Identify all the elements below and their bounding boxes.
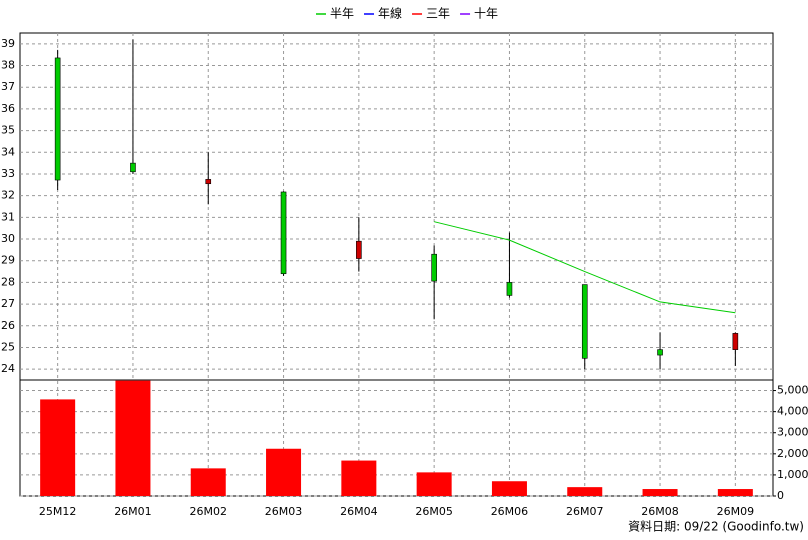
- ma-line: [434, 221, 736, 314]
- y2-tick-label: 0: [777, 489, 784, 502]
- volume-bar: [416, 472, 452, 496]
- y-tick-label: 35: [1, 124, 15, 137]
- y-tick-label: 37: [1, 80, 15, 93]
- y-tick-label: 31: [1, 210, 15, 223]
- candle-body: [280, 191, 287, 275]
- y-tick-label: 24: [1, 362, 15, 375]
- x-tick-label: 26M07: [566, 505, 604, 518]
- candle-body: [506, 282, 513, 296]
- legend-label: 半年: [330, 7, 354, 21]
- x-tick-label: 26M01: [114, 505, 152, 518]
- x-tick-label: 26M05: [415, 505, 453, 518]
- candle-body: [431, 253, 437, 282]
- volume-bar: [115, 380, 151, 496]
- volume-bar: [567, 487, 603, 496]
- x-tick-label: 26M08: [641, 505, 679, 518]
- y2-tick-label: 2,000: [777, 447, 808, 460]
- legend-label: 年線: [378, 6, 402, 21]
- y-tick-label: 38: [1, 59, 15, 72]
- y-tick-label: 32: [1, 189, 15, 202]
- volume-bar: [341, 460, 377, 496]
- candle-body: [130, 162, 136, 173]
- y-tick-label: 27: [1, 297, 15, 310]
- candle-body: [732, 333, 739, 350]
- candle-body: [54, 57, 61, 181]
- y-tick-label: 30: [1, 232, 15, 245]
- y2-tick-label: 3,000: [777, 426, 808, 439]
- y-tick-label: 39: [1, 37, 15, 50]
- y2-tick-label: 4,000: [777, 405, 808, 418]
- y-tick-label: 33: [1, 167, 15, 180]
- x-tick-label: 26M02: [190, 505, 228, 518]
- volume-bar: [190, 468, 226, 496]
- volume-frame: [19, 379, 774, 497]
- y-tick-label: 28: [1, 275, 15, 288]
- volume-bar: [642, 489, 678, 496]
- x-tick-label: 26M09: [717, 505, 755, 518]
- legend-label: 十年: [474, 7, 498, 21]
- x-tick-label: 26M04: [340, 505, 378, 518]
- candle-body: [657, 349, 663, 356]
- legend-label: 三年: [426, 7, 450, 21]
- footer: 資料日期: 09/22 (Goodinfo.tw): [628, 520, 804, 534]
- y-tick-label: 34: [1, 145, 15, 158]
- candle-body: [356, 240, 362, 259]
- x-tick-label: 25M12: [39, 505, 77, 518]
- y2-tick-label: 1,000: [777, 468, 808, 481]
- y-tick-label: 29: [1, 254, 15, 267]
- volume-bar: [717, 489, 753, 496]
- y-tick-label: 26: [1, 319, 15, 332]
- volume-bar: [266, 448, 302, 496]
- x-tick-label: 26M03: [265, 505, 303, 518]
- y-tick-label: 36: [1, 102, 15, 115]
- y2-tick-label: 5,000: [777, 384, 808, 397]
- candle-body: [205, 179, 212, 185]
- y-tick-label: 25: [1, 340, 15, 353]
- volume-bar: [40, 399, 76, 496]
- volume-bar: [491, 481, 527, 496]
- x-tick-label: 26M06: [491, 505, 529, 518]
- candle-body: [581, 284, 588, 359]
